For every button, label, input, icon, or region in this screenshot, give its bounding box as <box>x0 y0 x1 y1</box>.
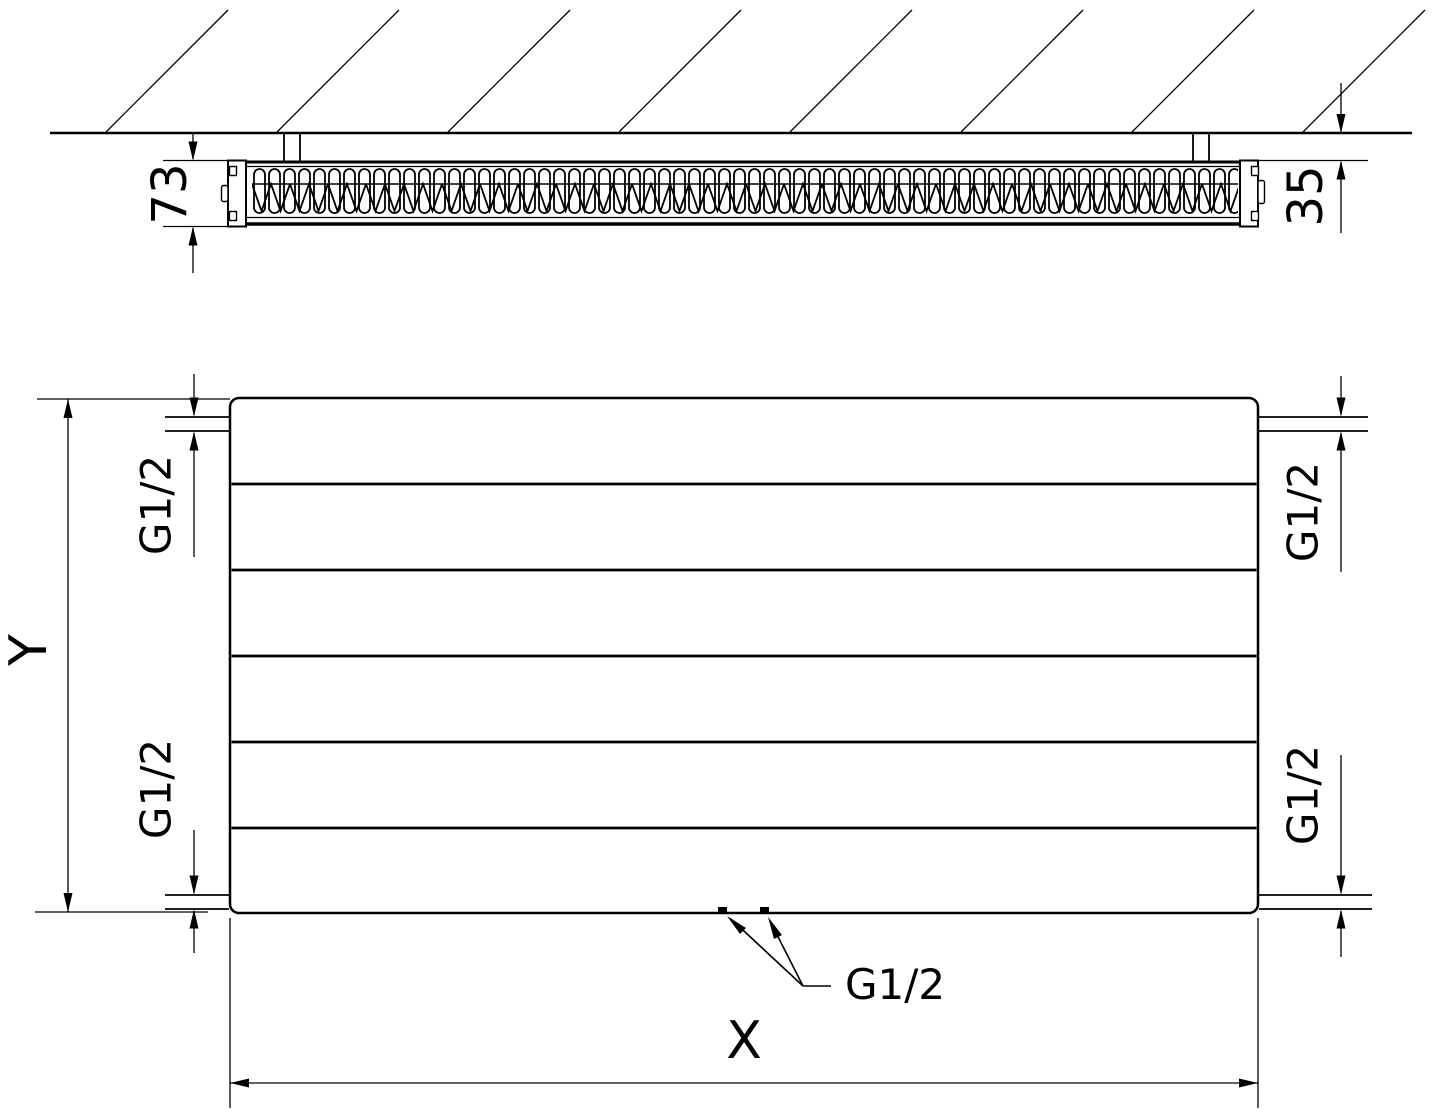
radiator-section-body <box>220 159 1266 228</box>
dimension-height-Y: Y <box>0 398 230 913</box>
end-cap-left <box>220 159 247 228</box>
dimension-conn-bottom-left: G1/2 <box>132 739 199 953</box>
conn-label-top-right: G1/2 <box>1279 462 1328 562</box>
panel-seam-lines <box>231 482 1257 830</box>
dimension-width-X: X <box>229 918 1259 1108</box>
mounting-brackets <box>283 134 1210 161</box>
dimension-depth-73: 73 <box>142 134 233 273</box>
width-label: X <box>726 1011 762 1071</box>
bottom-connection-ticks <box>718 907 769 913</box>
dimension-conn-top-left: G1/2 <box>132 374 199 557</box>
connection-stubs <box>165 416 1372 910</box>
depth-dimension-label: 73 <box>142 163 198 224</box>
wall-offset-dimension-label: 35 <box>1278 165 1334 226</box>
dimension-conn-bottom-right: G1/2 <box>1279 745 1346 957</box>
dimension-wall-offset-35: 35 <box>1256 83 1368 233</box>
radiator-front-panel <box>228 396 1260 915</box>
height-label: Y <box>0 634 59 667</box>
dimension-conn-bottom-center: G1/2 <box>727 916 945 1009</box>
convector-weave <box>252 168 1238 214</box>
conn-label-bottom-right: G1/2 <box>1279 745 1328 845</box>
conn-label-bottom-center: G1/2 <box>845 960 945 1009</box>
conn-label-top-left: G1/2 <box>132 455 181 555</box>
wall-hatching <box>105 9 1426 133</box>
end-cap-right <box>1239 159 1266 228</box>
dimension-conn-top-right: G1/2 <box>1279 376 1346 572</box>
conn-label-bottom-left: G1/2 <box>132 739 181 839</box>
